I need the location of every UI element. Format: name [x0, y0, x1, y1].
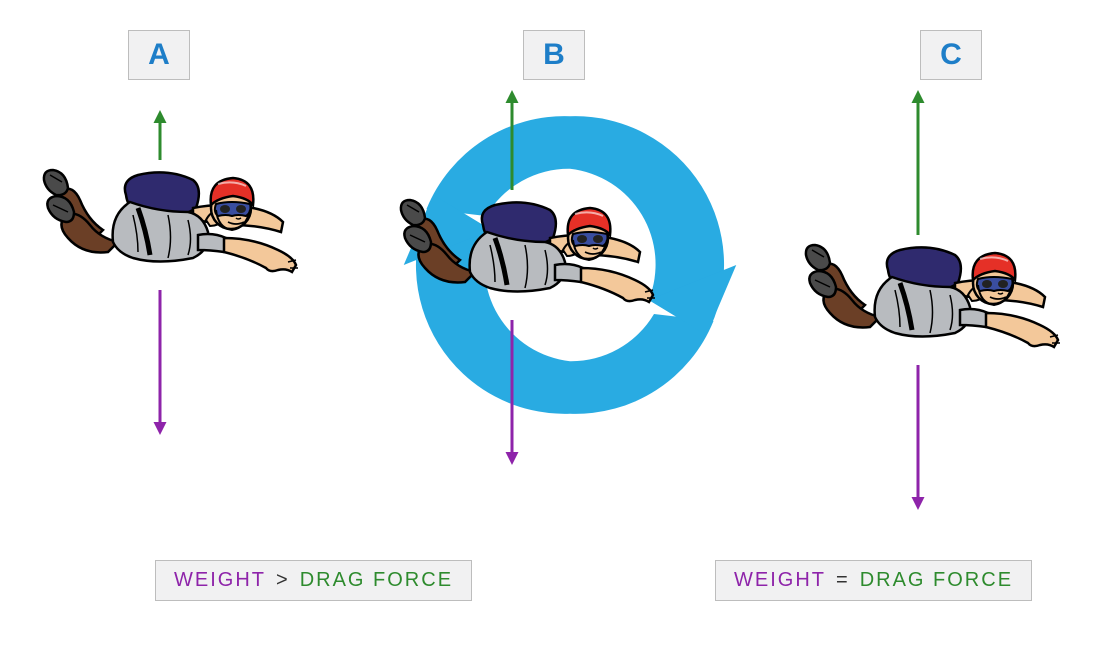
stage-label-a: A [128, 30, 190, 80]
weight-arrow-b [502, 320, 522, 465]
stage-label-c: C [920, 30, 982, 80]
op-text: = [836, 569, 850, 592]
weight-arrow-c [908, 365, 928, 510]
skydiver-a [38, 160, 303, 290]
skydiver-c [800, 235, 1065, 365]
weight-arrow-a [150, 290, 170, 435]
equation-ab: WEIGHT > DRAG FORCE [155, 560, 472, 601]
weight-text: WEIGHT [734, 569, 826, 592]
drag-arrow-b [502, 90, 522, 190]
op-text: > [276, 569, 290, 592]
equation-c: WEIGHT = DRAG FORCE [715, 560, 1032, 601]
drag-text: DRAG FORCE [300, 569, 453, 592]
drag-arrow-a [150, 110, 170, 160]
stage-label-b: B [523, 30, 585, 80]
drag-arrow-c [908, 90, 928, 235]
skydiver-b [395, 190, 660, 320]
drag-text: DRAG FORCE [860, 569, 1013, 592]
weight-text: WEIGHT [174, 569, 266, 592]
